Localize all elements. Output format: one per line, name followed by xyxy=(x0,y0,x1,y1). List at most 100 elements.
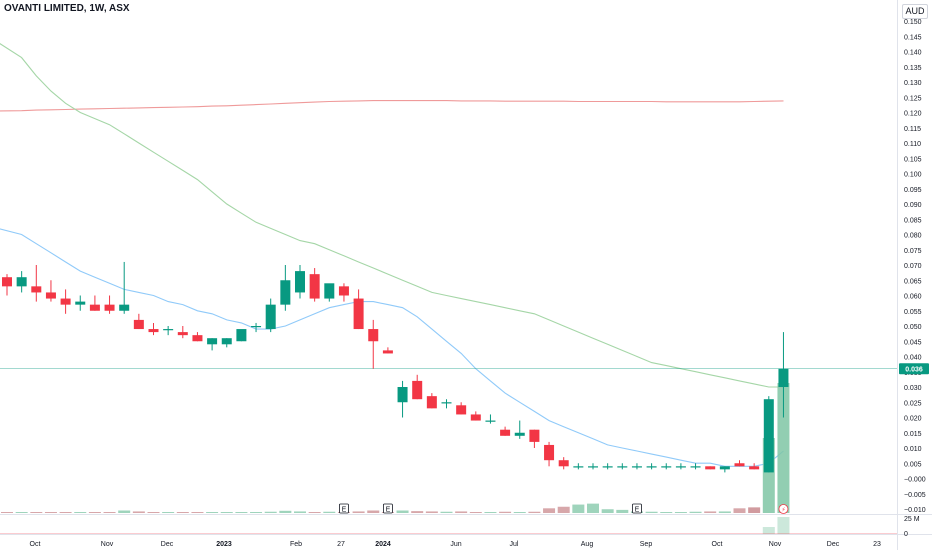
candle-body xyxy=(45,292,56,299)
y-tick-label: 0.020 xyxy=(904,416,922,423)
candle-body xyxy=(426,396,437,409)
y-tick-label: 0.085 xyxy=(904,217,922,224)
x-tick-label: Feb xyxy=(290,541,302,548)
volume-bar xyxy=(220,512,233,513)
volume-bar xyxy=(147,512,160,513)
volume-bar xyxy=(250,512,263,513)
candle-body xyxy=(573,466,584,468)
candle-body xyxy=(661,466,672,468)
candle-body xyxy=(280,280,291,305)
volume-bar xyxy=(484,512,497,513)
volume-bar xyxy=(235,512,248,513)
candle-body xyxy=(16,277,27,287)
volume-bar xyxy=(15,512,28,513)
candle-body xyxy=(207,338,218,345)
candle-body xyxy=(749,466,760,470)
candle-body xyxy=(75,301,86,305)
volume-bar xyxy=(499,511,512,513)
x-tick-label: Nov xyxy=(769,541,782,548)
y-tick-label: 0.100 xyxy=(904,172,922,179)
volume-bar xyxy=(308,512,321,513)
volume-bar xyxy=(294,511,306,513)
y-tick-label: 0.105 xyxy=(904,156,922,163)
candle-body xyxy=(353,298,364,330)
y-tick-label: 0.135 xyxy=(904,65,922,72)
volume-bar xyxy=(103,512,116,513)
candle-body xyxy=(89,304,100,311)
y-tick-label: 0.110 xyxy=(904,141,921,148)
earnings-marker xyxy=(632,503,642,514)
y-tick-label: 0.125 xyxy=(904,95,922,102)
earnings-marker-label: E xyxy=(635,507,640,514)
volume-bar xyxy=(777,383,790,513)
candle-body xyxy=(177,332,188,336)
candle-body xyxy=(544,444,555,461)
y-tick-label: 0.115 xyxy=(904,126,921,133)
earnings-marker-label: E xyxy=(386,507,391,514)
volume-bar xyxy=(528,511,541,513)
volume-bar xyxy=(264,511,277,513)
candle-body xyxy=(60,298,71,305)
x-tick-label: Jun xyxy=(450,541,461,548)
candle-body xyxy=(485,420,496,422)
volume-bar xyxy=(396,510,409,513)
lower-pane-bar xyxy=(762,527,775,534)
candle-body xyxy=(236,329,247,342)
volume-bar xyxy=(279,510,292,513)
candle-body xyxy=(631,466,642,468)
volume-bar xyxy=(162,512,175,513)
volume-bar xyxy=(601,509,614,513)
volume-bar xyxy=(411,511,424,513)
candle-body xyxy=(251,326,262,328)
y-tick-label: 0.045 xyxy=(904,339,922,346)
chart-title: OVANTI LIMITED, 1W, ASX xyxy=(4,3,130,14)
flash-icon xyxy=(778,504,789,514)
volume-bar xyxy=(440,511,453,513)
candle-body xyxy=(441,402,452,404)
volume-bar xyxy=(88,512,101,513)
volume-bar xyxy=(645,511,658,513)
candle-body xyxy=(763,399,774,473)
volume-bar xyxy=(733,508,746,513)
flash-icon-glyph: ⚡ xyxy=(781,507,785,514)
x-tick-label: Dec xyxy=(827,541,840,548)
candle-body xyxy=(119,304,130,311)
volume-bar xyxy=(674,512,687,513)
x-tick-label: Aug xyxy=(581,541,594,548)
candle-body xyxy=(690,466,701,468)
lower-pane-tick: 0 xyxy=(904,531,908,538)
volume-bar xyxy=(191,512,204,513)
candle-body xyxy=(470,414,481,421)
candle-body xyxy=(412,380,423,400)
y-tick-label: 0.080 xyxy=(904,233,922,240)
lower-pane-bar xyxy=(777,517,790,534)
x-tick-label: Oct xyxy=(30,541,41,548)
sma-fast-line xyxy=(0,228,784,467)
candle-body xyxy=(456,405,467,415)
candle-body xyxy=(500,429,511,436)
x-tick-label: 2023 xyxy=(216,541,232,548)
y-tick-label: 0.025 xyxy=(904,400,922,407)
candle-body xyxy=(104,304,115,311)
y-tick-label: 0.030 xyxy=(904,385,922,392)
y-tick-label: 0.140 xyxy=(904,50,922,57)
volume-bar xyxy=(748,507,761,513)
sma-mid-line xyxy=(0,43,784,388)
x-tick-label: Nov xyxy=(101,541,114,548)
volume-bar xyxy=(469,512,482,513)
candle-body xyxy=(646,466,657,468)
candle-body xyxy=(148,329,159,333)
last-price-label: 0.036 xyxy=(905,367,923,374)
y-tick-label: 0.060 xyxy=(904,294,922,301)
volume-bar xyxy=(455,511,468,513)
candle-body xyxy=(617,466,628,468)
volume-bar xyxy=(704,511,717,513)
y-tick-label: 0.095 xyxy=(904,187,922,194)
currency-button[interactable]: AUD xyxy=(902,4,928,19)
x-tick-label: 2024 xyxy=(375,541,391,548)
volume-bar xyxy=(557,506,570,513)
candle-body xyxy=(705,466,716,470)
volume-bar xyxy=(44,512,57,513)
volume-bar xyxy=(1,512,13,513)
